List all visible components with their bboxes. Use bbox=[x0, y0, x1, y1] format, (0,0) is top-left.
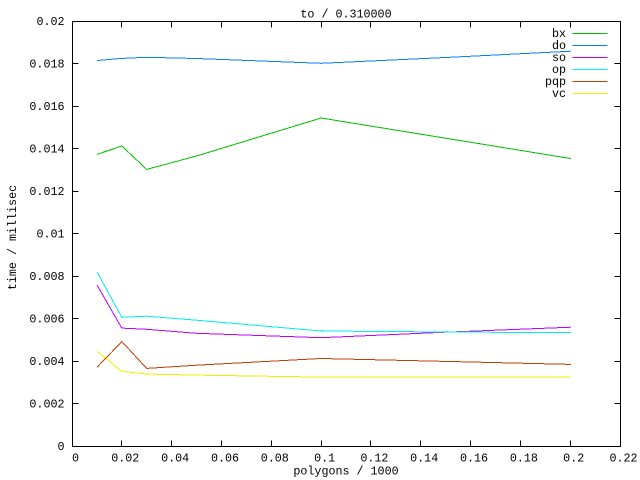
svg-text:do: do bbox=[552, 39, 566, 53]
svg-text:vc: vc bbox=[552, 87, 566, 101]
svg-text:0.18: 0.18 bbox=[510, 452, 538, 466]
svg-text:0.14: 0.14 bbox=[410, 452, 438, 466]
svg-text:0.006: 0.006 bbox=[29, 313, 64, 327]
svg-text:to / 0.310000: to / 0.310000 bbox=[300, 8, 391, 22]
svg-text:time / millisec: time / millisec bbox=[6, 185, 20, 290]
svg-text:op: op bbox=[552, 63, 566, 77]
svg-text:bx: bx bbox=[552, 27, 566, 41]
svg-text:0.2: 0.2 bbox=[563, 452, 584, 466]
svg-text:0.004: 0.004 bbox=[29, 355, 64, 369]
svg-text:0: 0 bbox=[72, 452, 79, 466]
svg-text:0.1: 0.1 bbox=[314, 452, 335, 466]
svg-text:0.016: 0.016 bbox=[29, 100, 64, 114]
svg-text:0.04: 0.04 bbox=[161, 452, 189, 466]
svg-text:pqp: pqp bbox=[545, 75, 566, 89]
svg-text:0.06: 0.06 bbox=[211, 452, 239, 466]
svg-text:0.002: 0.002 bbox=[29, 398, 64, 412]
svg-text:0.014: 0.014 bbox=[29, 143, 64, 157]
svg-text:so: so bbox=[552, 51, 566, 65]
svg-text:polygons / 1000: polygons / 1000 bbox=[293, 465, 398, 479]
svg-text:0.16: 0.16 bbox=[460, 452, 488, 466]
svg-text:0.01: 0.01 bbox=[36, 228, 64, 242]
svg-text:0.008: 0.008 bbox=[29, 270, 64, 284]
svg-text:0.08: 0.08 bbox=[261, 452, 289, 466]
svg-text:0.22: 0.22 bbox=[609, 452, 637, 466]
svg-text:0.12: 0.12 bbox=[360, 452, 388, 466]
svg-text:0.02: 0.02 bbox=[36, 15, 64, 29]
svg-text:0: 0 bbox=[57, 440, 64, 454]
svg-text:0.018: 0.018 bbox=[29, 58, 64, 72]
svg-text:0.012: 0.012 bbox=[29, 185, 64, 199]
svg-text:0.02: 0.02 bbox=[111, 452, 139, 466]
